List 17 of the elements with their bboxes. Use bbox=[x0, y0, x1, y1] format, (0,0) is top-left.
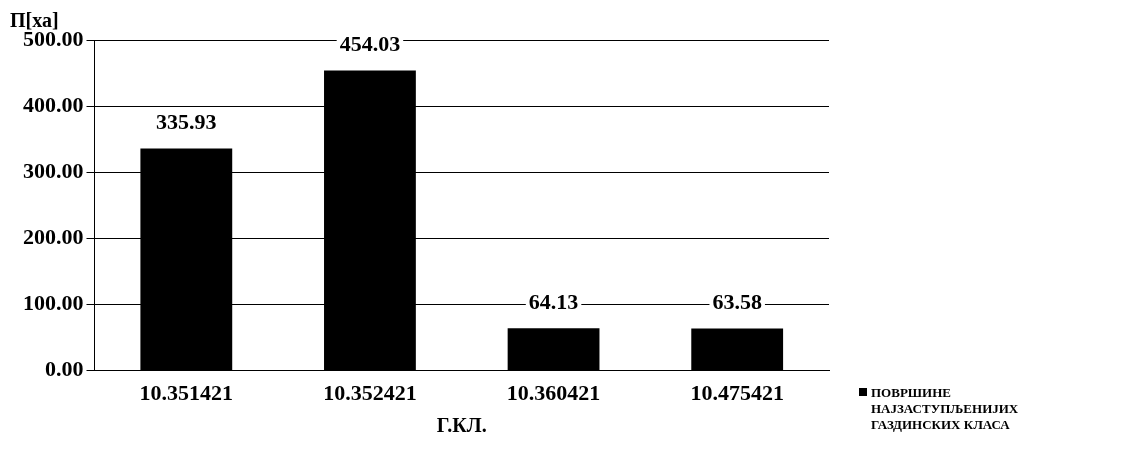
data-label: 335.93 bbox=[156, 109, 217, 135]
y-tick-label: 0.00 bbox=[45, 356, 84, 382]
data-label: 63.58 bbox=[712, 289, 762, 315]
data-label: 454.03 bbox=[339, 31, 401, 57]
x-tick-label: 10.351421 bbox=[139, 380, 234, 406]
y-tick-label: 400.00 bbox=[23, 91, 84, 117]
bar bbox=[507, 328, 600, 371]
y-tick-label: 300.00 bbox=[23, 157, 84, 183]
x-tick-label: 10.360421 bbox=[506, 380, 601, 406]
data-label: 64.13 bbox=[528, 288, 579, 314]
y-tick-label: 200.00 bbox=[23, 224, 84, 250]
bar bbox=[691, 328, 784, 371]
x-tick-label: 10.475421 bbox=[690, 380, 784, 406]
x-axis-title: Г.КЛ. bbox=[436, 414, 487, 437]
y-tick-label: 100.00 bbox=[23, 290, 84, 316]
legend-label: ПОВРШИНЕ НАЈЗАСТУПЉЕНИЈИХ ГАЗДИНСКИХ КЛАСА bbox=[871, 385, 1020, 433]
x-tick-label: 10.352421 bbox=[323, 380, 417, 406]
